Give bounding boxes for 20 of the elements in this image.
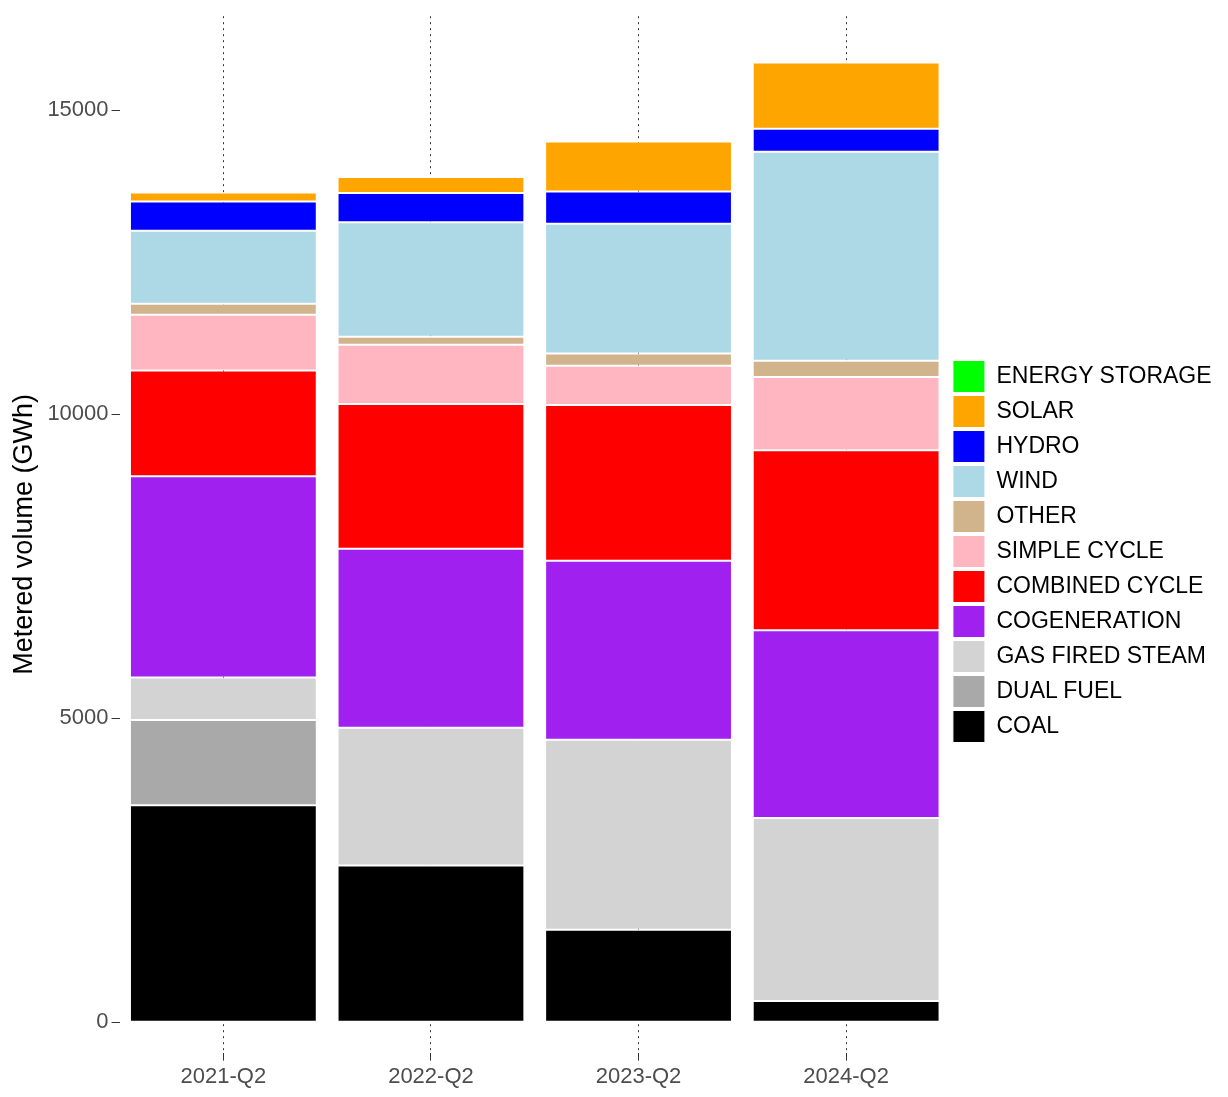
y-tick-label: 5000 bbox=[59, 704, 109, 730]
legend-label: OTHER bbox=[996, 501, 1077, 528]
legend-label: HYDRO bbox=[996, 431, 1080, 458]
legend-label: SOLAR bbox=[996, 396, 1075, 423]
x-tick-label: 2021-Q2 bbox=[180, 1062, 267, 1088]
legend-label: GAS FIRED STEAM bbox=[996, 641, 1207, 668]
x-tick-label: 2024-Q2 bbox=[803, 1062, 889, 1088]
y-tick-label: 10000 bbox=[47, 400, 109, 426]
legend-label: DUAL FUEL bbox=[996, 676, 1123, 703]
legend-label: COGENERATION bbox=[996, 606, 1182, 633]
x-tick-label: 2022-Q2 bbox=[388, 1062, 474, 1088]
y-tick-label: 15000 bbox=[47, 96, 109, 122]
legend-label: COMBINED CYCLE bbox=[996, 571, 1204, 598]
legend-label: SIMPLE CYCLE bbox=[996, 536, 1164, 563]
y-axis-title: Metered volume (GWh) bbox=[7, 394, 38, 675]
y-tick-label: 0 bbox=[96, 1008, 109, 1034]
legend-label: WIND bbox=[996, 466, 1058, 493]
x-tick-label: 2023-Q2 bbox=[595, 1062, 682, 1088]
legend-label: ENERGY STORAGE bbox=[996, 361, 1212, 388]
legend-label: COAL bbox=[996, 711, 1060, 738]
